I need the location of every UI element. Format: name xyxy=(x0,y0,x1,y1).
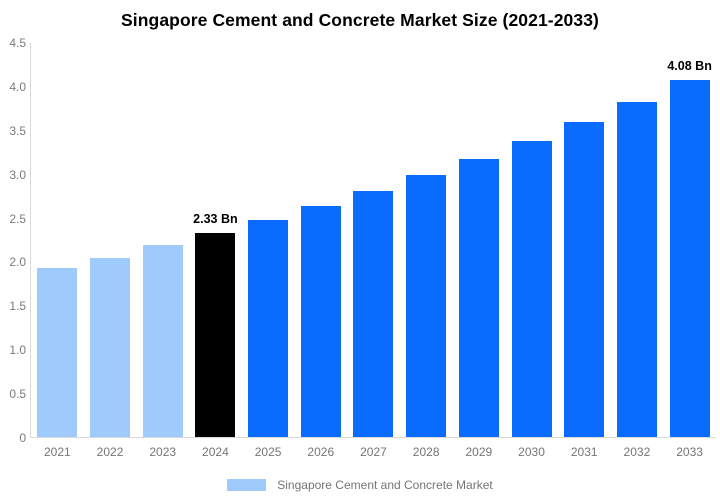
bar-2024 xyxy=(195,233,236,437)
bar-column-2027: 2027 xyxy=(347,43,400,459)
y-tick-label-4.5: 4.5 xyxy=(9,36,26,50)
x-tick-label-2030: 2030 xyxy=(518,445,545,459)
y-tick-label-1.0: 1.0 xyxy=(9,343,26,358)
x-tick-label-2022: 2022 xyxy=(96,445,124,459)
x-tick-label-2026: 2026 xyxy=(307,445,335,459)
bar-column-2022: 2022 xyxy=(84,43,137,459)
bar-column-2025: 2025 xyxy=(242,43,295,459)
y-tick-label-2.5: 2.5 xyxy=(9,211,26,226)
bar-2028 xyxy=(406,175,447,437)
bar-value-label-2033: 4.08 Bn xyxy=(667,58,712,73)
x-tick-label-2033: 2033 xyxy=(676,445,703,459)
bar-2026 xyxy=(300,205,341,437)
x-tick-label-2028: 2028 xyxy=(412,445,440,459)
bar-2029 xyxy=(458,158,499,437)
y-tick-label-4.0: 4.0 xyxy=(9,79,26,94)
bar-2025 xyxy=(248,219,289,437)
x-tick-label-2029: 2029 xyxy=(465,445,493,459)
bar-column-2021: 2021 xyxy=(31,43,84,459)
bar-column-2023: 2023 xyxy=(136,43,189,459)
y-tick-label-3.5: 3.5 xyxy=(9,123,26,138)
bar-2022 xyxy=(90,257,131,437)
bar-2023 xyxy=(142,245,183,437)
x-tick-label-2024: 2024 xyxy=(202,445,229,459)
bar-column-2032: 2032 xyxy=(611,43,664,459)
x-tick-label-2025: 2025 xyxy=(254,445,282,459)
bar-2027 xyxy=(353,190,394,437)
bar-column-2026: 2026 xyxy=(294,43,347,459)
bar-2021 xyxy=(37,268,78,437)
bar-value-label-2024: 2.33 Bn xyxy=(193,212,238,226)
y-tick-label-1.5: 1.5 xyxy=(9,299,26,314)
y-tick-label-0.5: 0.5 xyxy=(9,387,26,402)
bar-2031 xyxy=(564,121,605,437)
bar-column-2028: 2028 xyxy=(400,43,453,459)
legend: Singapore Cement and Concrete Market xyxy=(0,478,720,492)
chart-title: Singapore Cement and Concrete Market Siz… xyxy=(121,10,599,30)
y-tick-label-2.0: 2.0 xyxy=(9,255,26,270)
bar-2033 xyxy=(669,79,710,437)
legend-swatch xyxy=(227,479,267,491)
y-tick-label-3.0: 3.0 xyxy=(9,167,26,182)
y-axis: 4.5 4.0 3.5 3.0 2.5 2.0 1.5 1.0 0.5 0 xyxy=(0,36,26,445)
bar-column-2030: 2030 xyxy=(505,43,558,459)
plot-area: 2021 2022 2023 2.33 Bn 2024 2025 2026 2027 2028 2… xyxy=(30,43,716,459)
x-tick-label-2027: 2027 xyxy=(360,445,387,459)
bar-column-2029: 2029 xyxy=(453,43,506,459)
y-tick-label-0: 0 xyxy=(19,431,26,445)
bar-column-2024: 2.33 Bn 2024 xyxy=(189,43,242,459)
bar-column-2033: 4.08 Bn 2033 xyxy=(663,43,716,459)
bar-column-2031: 2031 xyxy=(558,43,611,459)
x-tick-label-2021: 2021 xyxy=(43,445,71,459)
x-tick-label-2023: 2023 xyxy=(149,445,177,459)
bar-2030 xyxy=(511,141,552,437)
bar-2032 xyxy=(616,101,657,437)
legend-label: Singapore Cement and Concrete Market xyxy=(277,478,493,492)
x-tick-label-2032: 2032 xyxy=(623,445,651,459)
x-tick-label-2031: 2031 xyxy=(570,445,598,459)
